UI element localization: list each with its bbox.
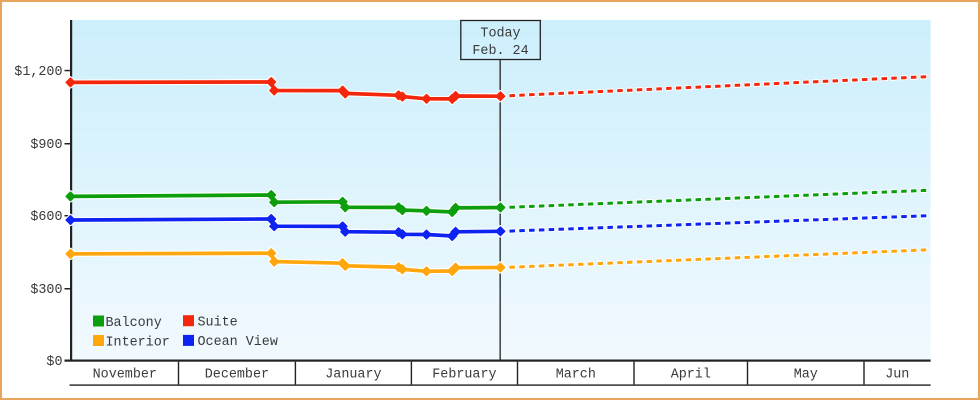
svg-text:March: March <box>556 367 596 382</box>
svg-text:$0: $0 <box>46 355 62 370</box>
svg-text:Balcony: Balcony <box>106 316 162 331</box>
svg-text:February: February <box>432 367 496 382</box>
svg-text:Feb. 24: Feb. 24 <box>472 44 528 59</box>
svg-text:December: December <box>205 367 269 382</box>
svg-text:Interior: Interior <box>106 335 170 350</box>
svg-text:Ocean View: Ocean View <box>198 335 278 350</box>
svg-text:April: April <box>671 367 711 382</box>
svg-text:November: November <box>93 367 157 382</box>
svg-text:January: January <box>325 367 381 382</box>
svg-text:$900: $900 <box>30 138 62 153</box>
svg-text:Suite: Suite <box>198 316 238 331</box>
svg-text:$1,200: $1,200 <box>14 65 62 80</box>
svg-text:$600: $600 <box>30 210 62 225</box>
svg-text:$300: $300 <box>30 283 62 298</box>
svg-text:Today: Today <box>480 27 520 42</box>
svg-text:May: May <box>794 367 818 382</box>
svg-text:Jun: Jun <box>885 367 909 382</box>
